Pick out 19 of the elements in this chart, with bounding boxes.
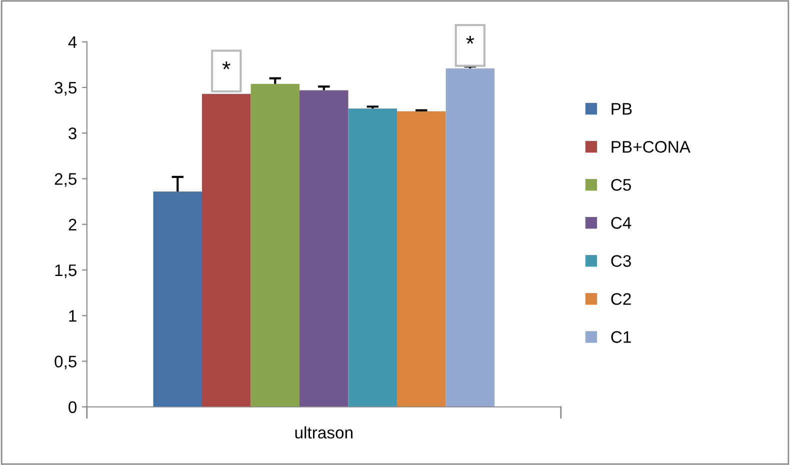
legend-label: C1 xyxy=(611,331,631,343)
y-tick-label: 4 xyxy=(68,36,77,48)
x-tick-label: ultrason xyxy=(295,426,352,439)
annotation: * xyxy=(466,36,474,44)
legend-label: PB xyxy=(612,103,632,115)
y-tick-label: 3,5 xyxy=(54,82,76,96)
y-tick-label: 3 xyxy=(68,128,76,140)
y-tick-label: 2,5 xyxy=(54,173,76,187)
legend-label: C2 xyxy=(611,293,631,305)
legend-label: C4 xyxy=(611,217,632,229)
y-tick-label: 1,5 xyxy=(55,264,76,278)
legend-label: C3 xyxy=(611,255,631,267)
legend-label: PB+CONA xyxy=(612,140,690,153)
y-tick-label: 2 xyxy=(68,218,76,230)
annotation: * xyxy=(222,61,230,70)
y-tick-label: 1 xyxy=(69,310,76,322)
y-tick-label: 0,5 xyxy=(54,356,76,370)
legend-label: C5 xyxy=(611,179,631,191)
y-tick-label: 0 xyxy=(68,401,77,414)
